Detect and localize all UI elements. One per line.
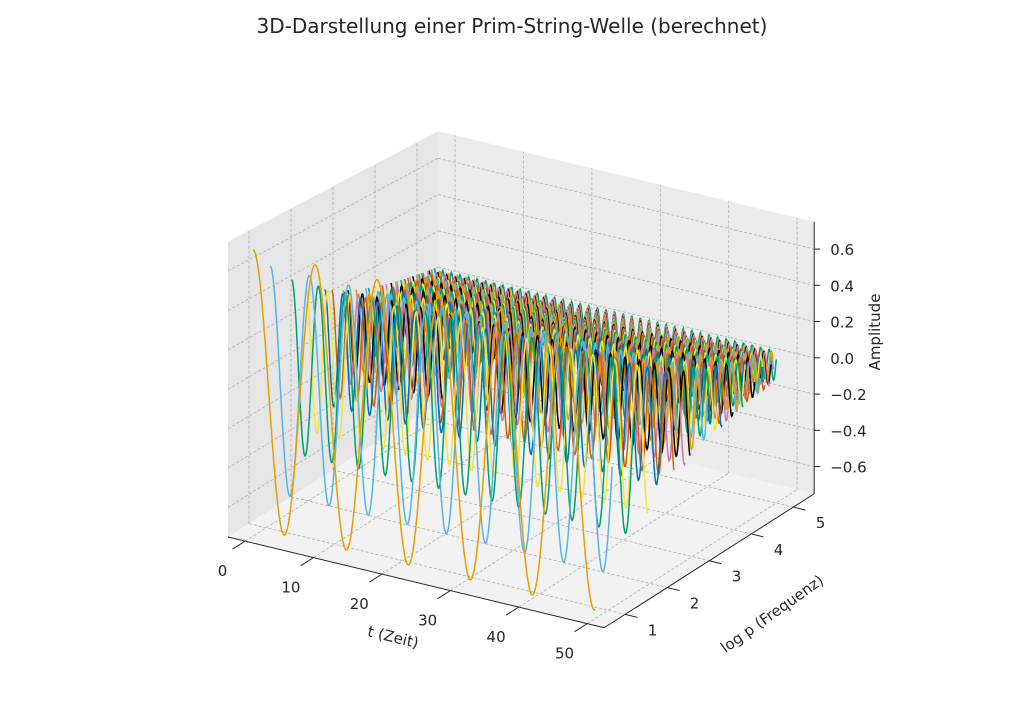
- y-tick: [751, 533, 764, 538]
- x-tick: [574, 623, 588, 633]
- x-tick: [369, 573, 383, 583]
- z-tick-label: 0.4: [830, 277, 854, 295]
- grid-line: [437, 194, 815, 286]
- wave-line-p43: [381, 284, 725, 425]
- x-tick: [437, 590, 451, 600]
- x-tick-label: 50: [555, 645, 574, 663]
- grid-line: [313, 423, 524, 558]
- grid-line: [437, 157, 815, 250]
- chart-title: 3D-Darstellung einer Prim-String-Welle (…: [257, 14, 768, 38]
- x-tick-label: 10: [281, 579, 300, 597]
- y-tick: [625, 613, 638, 618]
- x-axis-label: t (Zeit): [366, 622, 421, 652]
- grid-line: [227, 230, 439, 351]
- z-tick-label: 0.2: [830, 314, 854, 332]
- z-tick-label: −0.4: [830, 422, 866, 440]
- x-tick-label: 0: [218, 562, 228, 580]
- y-tick: [667, 587, 680, 592]
- axes: 0 10 20 30 40 50 1 2 3 4 5 −0.6 −0.4 −0.2 0.0 0.2 0.4 0.6: [218, 221, 867, 663]
- z-tick-label: 0.0: [830, 350, 854, 368]
- grid-line: [374, 442, 752, 535]
- z-axis-label: Amplitude: [866, 294, 884, 371]
- x-tick-label: 30: [418, 612, 437, 630]
- grid-line: [437, 375, 815, 467]
- grid-line: [290, 496, 668, 588]
- grid-line: [586, 489, 798, 624]
- z-tick-label: −0.2: [830, 386, 866, 404]
- y-tick-label: 3: [732, 568, 742, 586]
- wave-line-p3: [269, 265, 613, 573]
- y-tick: [709, 560, 722, 565]
- y-tick-label: 1: [648, 621, 658, 639]
- y-tick-label: 2: [690, 595, 700, 613]
- z-tick-label: −0.6: [830, 459, 866, 477]
- x-tick: [232, 540, 246, 550]
- wave-line-p5: [291, 279, 635, 535]
- z-tick-label: 0.6: [830, 241, 854, 259]
- y-tick-label: 5: [816, 514, 826, 532]
- x-tick: [505, 606, 519, 616]
- wave-line-p13: [331, 289, 675, 476]
- grid-line: [450, 456, 661, 591]
- grid-line: [437, 230, 815, 322]
- y-tick: [793, 506, 806, 511]
- wave-lines: [252, 249, 778, 611]
- grid-line: [437, 339, 815, 431]
- x-tick-label: 20: [350, 595, 369, 613]
- grid-line: [332, 469, 710, 562]
- x-tick-label: 40: [487, 628, 506, 646]
- x-axis-line: [227, 536, 605, 629]
- grid-line: [437, 266, 815, 359]
- y-tick-label: 4: [774, 541, 784, 559]
- wave-line-p2: [252, 249, 596, 611]
- grid-line: [248, 523, 626, 615]
- x-tick: [300, 557, 314, 567]
- grid-line: [416, 416, 794, 508]
- grid-line: [518, 472, 729, 608]
